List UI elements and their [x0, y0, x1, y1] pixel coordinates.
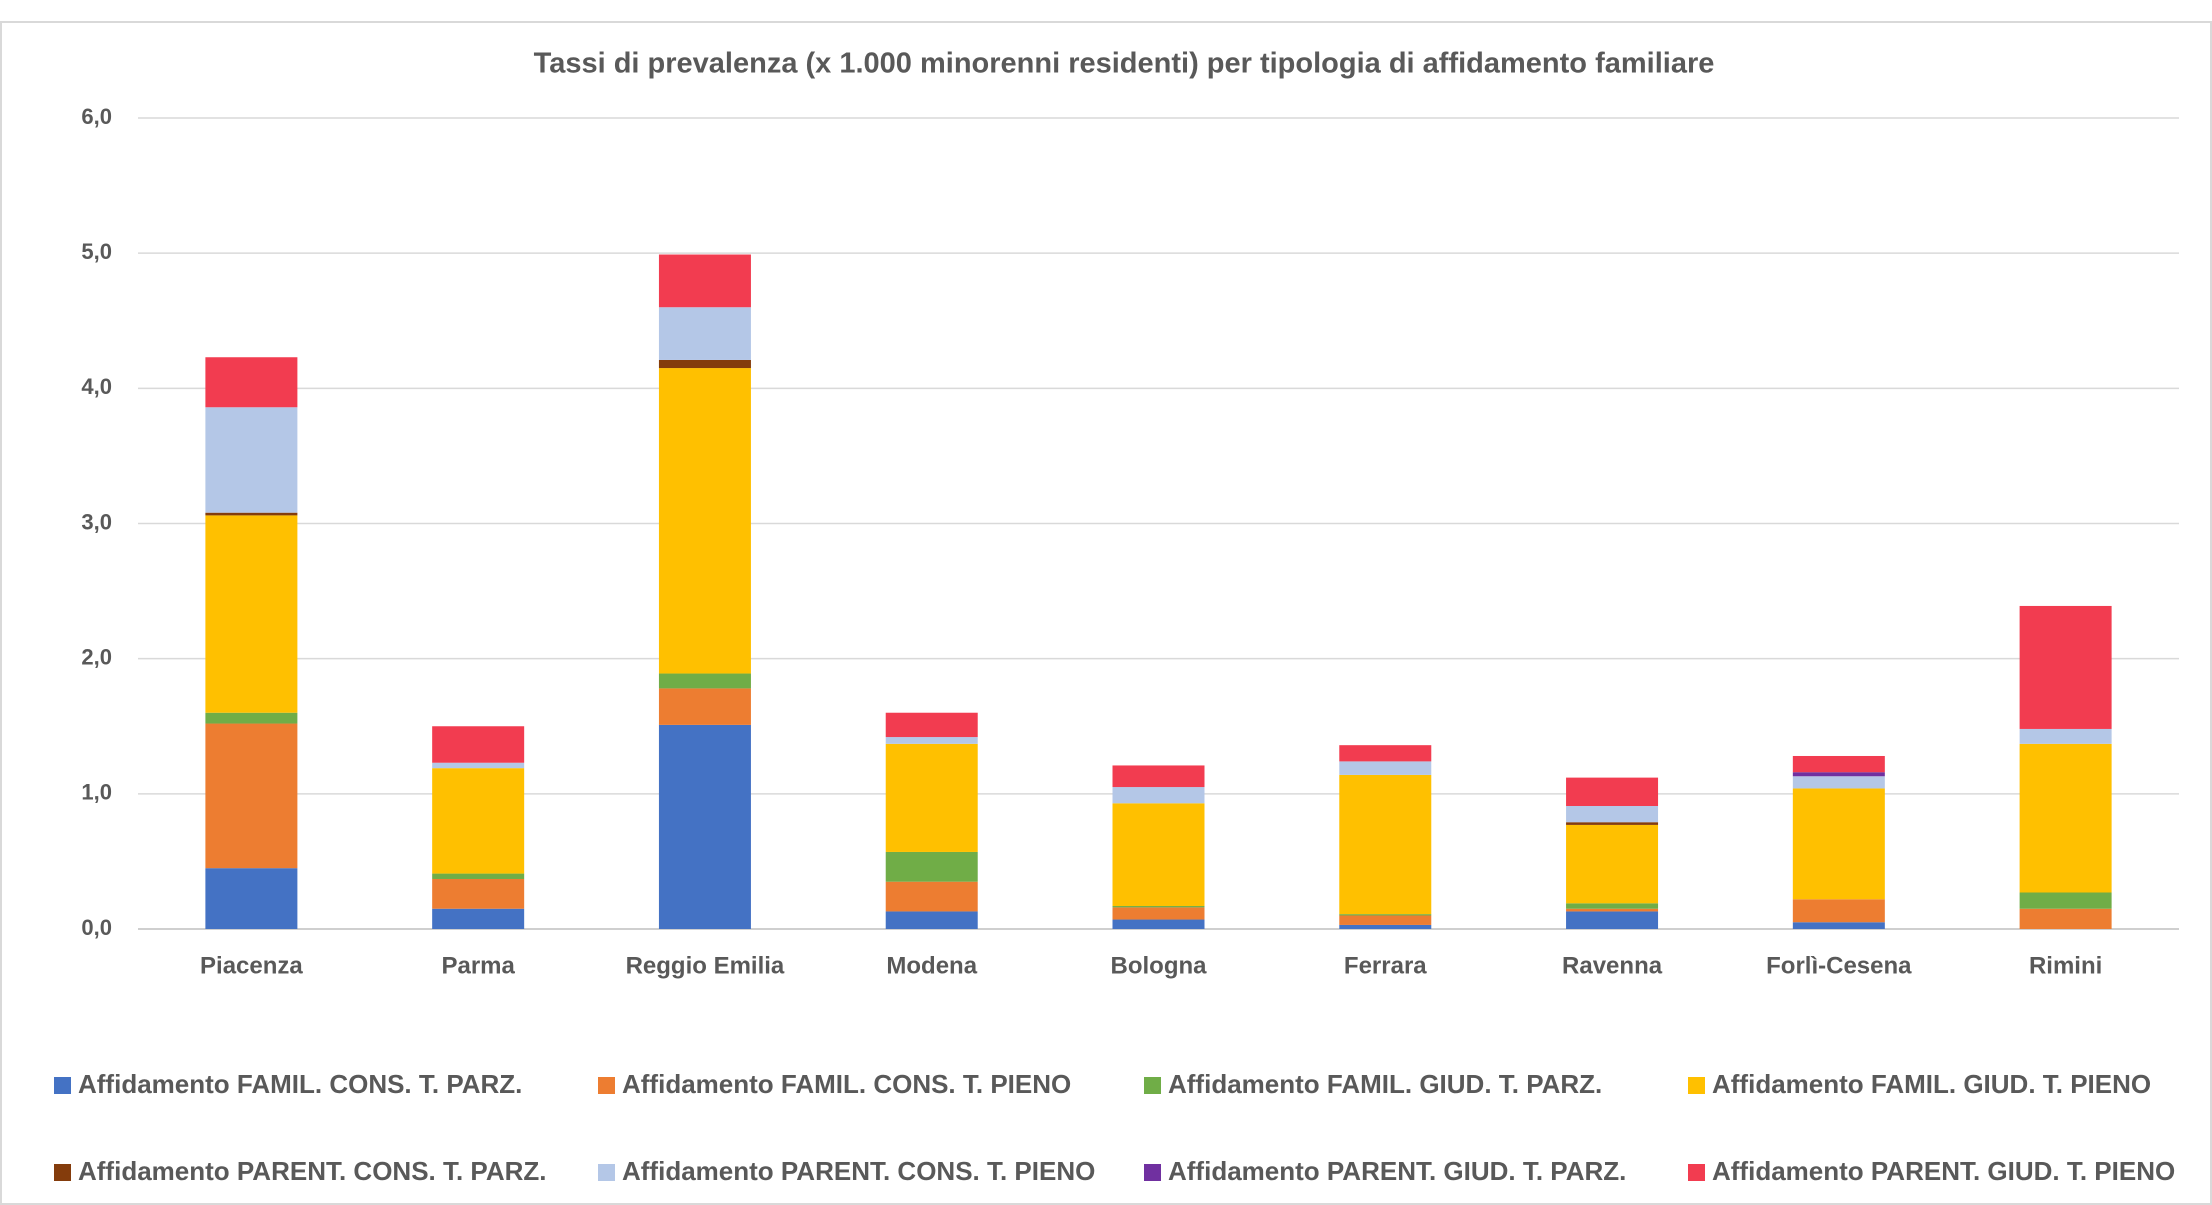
bar-segment [658, 368, 751, 674]
x-tick-label: Modena [886, 952, 977, 979]
x-tick-label: Parma [441, 952, 515, 979]
legend-label: Affidamento FAMIL. CONS. T. PIENO [622, 1069, 1071, 1099]
bar-segment [1792, 922, 1885, 929]
legend-swatch [598, 1164, 615, 1181]
legend-swatch [1688, 1164, 1705, 1181]
bar-segment [1792, 772, 1885, 777]
bar-segment [1792, 755, 1885, 773]
bar-segment [1566, 822, 1659, 825]
bar-segment [885, 737, 978, 744]
x-tick-label: Ferrara [1344, 952, 1427, 979]
bar-segment [1112, 765, 1205, 788]
x-tick-label: Piacenza [200, 952, 303, 979]
bar-segment [205, 512, 298, 516]
bar-segment [658, 307, 751, 360]
bar-segment [1566, 777, 1659, 806]
y-tick-label: 1,0 [81, 780, 112, 805]
bar-segment [885, 712, 978, 738]
legend-label: Affidamento PARENT. CONS. T. PARZ. [78, 1156, 547, 1186]
bar-segment [205, 407, 298, 513]
bar-segment [432, 908, 525, 929]
bar-segment [205, 515, 298, 713]
bar-segment [1566, 903, 1659, 909]
y-tick-label: 0,0 [81, 915, 112, 940]
y-tick-label: 3,0 [81, 509, 112, 534]
bar-segment [205, 723, 298, 869]
legend-label: Affidamento FAMIL. GIUD. T. PIENO [1712, 1069, 2151, 1099]
bar-segment [1566, 908, 1659, 912]
legend-swatch [1144, 1077, 1161, 1094]
bar-segment [1566, 805, 1659, 823]
bar-segment [432, 878, 525, 909]
bar-segment [658, 688, 751, 725]
bar-segment [2019, 743, 2112, 893]
bar-segment [1792, 899, 1885, 923]
bar-segment [1792, 788, 1885, 900]
bar-segment [658, 724, 751, 929]
bar-segment [1339, 761, 1432, 775]
bar-segment [1339, 915, 1432, 925]
bar-segment [432, 873, 525, 879]
bar-segment [2019, 728, 2112, 744]
bar-segment [885, 743, 978, 852]
bar-segment [205, 868, 298, 929]
bar-segment [885, 881, 978, 912]
x-tick-label: Rimini [2029, 952, 2102, 979]
bar-segment [1339, 924, 1432, 929]
legend-swatch [1688, 1077, 1705, 1094]
y-tick-label: 5,0 [81, 239, 112, 264]
legend-swatch [54, 1164, 71, 1181]
legend-swatch [1144, 1164, 1161, 1181]
bar-segment [885, 911, 978, 929]
y-tick-label: 2,0 [81, 644, 112, 669]
bar-segment [1112, 919, 1205, 929]
bar-segment [432, 726, 525, 763]
bar-segment [1339, 774, 1432, 915]
bar-segment [2019, 892, 2112, 909]
y-tick-label: 4,0 [81, 374, 112, 399]
legend-swatch [54, 1077, 71, 1094]
chart-title: Tassi di prevalenza (x 1.000 minorenni r… [534, 48, 1715, 80]
bar-segment [2019, 908, 2112, 929]
x-tick-label: Bologna [1111, 952, 1208, 979]
bar-segment [1566, 911, 1659, 929]
bar-segment [885, 851, 978, 882]
legend-label: Affidamento PARENT. GIUD. T. PIENO [1712, 1156, 2175, 1186]
bar-segment [205, 357, 298, 408]
bar-segment [658, 673, 751, 689]
bar-segment [1792, 776, 1885, 789]
bar-segment [2019, 605, 2112, 729]
bar-segment [432, 768, 525, 874]
bar-segment [658, 359, 751, 369]
bar-segment [658, 254, 751, 308]
legend-label: Affidamento FAMIL. CONS. T. PARZ. [78, 1069, 522, 1099]
bar-segment [205, 712, 298, 724]
bar-segment [1112, 787, 1205, 804]
bar-segment [1112, 907, 1205, 920]
bar-segment [1566, 824, 1659, 904]
x-tick-label: Reggio Emilia [626, 952, 785, 979]
y-tick-label: 6,0 [81, 104, 112, 129]
legend-label: Affidamento PARENT. CONS. T. PIENO [622, 1156, 1095, 1186]
bar-segment [1339, 914, 1432, 916]
legend-label: Affidamento FAMIL. GIUD. T. PARZ. [1168, 1069, 1602, 1099]
legend-swatch [598, 1077, 615, 1094]
legend-label: Affidamento PARENT. GIUD. T. PARZ. [1168, 1156, 1626, 1186]
bar-segment [432, 762, 525, 769]
chart-frame [0, 21, 2212, 1205]
bar-segment [1112, 906, 1205, 908]
x-tick-label: Ravenna [1562, 952, 1663, 979]
x-tick-label: Forlì-Cesena [1766, 952, 1912, 979]
bar-segment [1112, 803, 1205, 907]
bar-segment [1339, 745, 1432, 762]
